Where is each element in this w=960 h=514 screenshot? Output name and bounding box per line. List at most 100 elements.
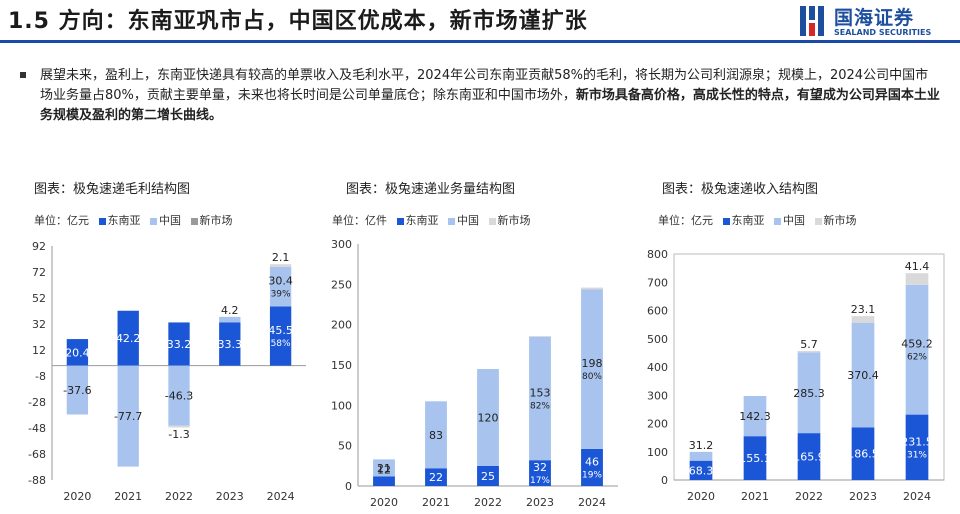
chart-3-legend: 单位：亿元 东南亚 中国 新市场 <box>658 212 857 228</box>
legend-swatch-china-icon <box>150 217 157 225</box>
y-tick-label: -48 <box>28 422 46 435</box>
bar-sea <box>797 433 821 480</box>
revenue-chart: 800 700 600 500 400 300 200 100 0 68.3 31.2 2020 155… <box>647 248 945 503</box>
value-label-sea: 165.9 <box>793 451 825 464</box>
chart-3-unit: 单位：亿元 <box>658 214 713 227</box>
value-label-sea: 33.3 <box>218 338 243 351</box>
x-tick-label: 2021 <box>114 490 142 503</box>
gross-profit-chart: 92 72 52 32 12 -8 -28 -48 -68 -88 20.4 -37.6 2020 42.… <box>28 240 306 503</box>
summary-bullet: 展望未来，盈利上，东南亚快递具有较高的单票收入及毛利水平，2024年公司东南亚贡… <box>20 66 940 126</box>
value-label-sea: 25 <box>481 470 495 483</box>
bar-china <box>529 336 551 461</box>
legend-new: 新市场 <box>497 214 531 227</box>
legend-sea: 东南亚 <box>405 214 439 227</box>
y-tick-label: 12 <box>32 344 46 357</box>
x-tick-label: 2023 <box>849 490 877 503</box>
logo-text-cn: 国海证券 <box>834 7 915 29</box>
legend-new: 新市场 <box>823 214 857 227</box>
legend-china: 中国 <box>457 214 479 227</box>
bar-sea <box>373 476 395 486</box>
share-label-sea: 31% <box>907 450 927 460</box>
bar-china <box>743 395 767 437</box>
y-tick-label: 100 <box>647 446 668 459</box>
value-label-sea: 68.3 <box>689 464 714 477</box>
share-label-china: 80% <box>582 372 602 382</box>
y-tick-label: 150 <box>331 359 352 372</box>
bar-new <box>168 425 190 428</box>
value-label-sea: 20.4 <box>65 346 90 359</box>
bar-sea <box>425 468 447 486</box>
bar-new <box>529 335 551 337</box>
bullet-text-normal: 展望未来，盈利上，东南亚快递具有较高的单票收入及毛利水平，2024年公司东南亚贡… <box>40 68 929 103</box>
share-label-china: 62% <box>907 353 927 363</box>
value-label-china: 30.4 <box>268 275 293 288</box>
y-tick-label: 300 <box>647 389 668 402</box>
legend-swatch-china-icon <box>448 217 455 225</box>
legend-sea: 东南亚 <box>731 214 765 227</box>
bar-sea <box>529 460 551 486</box>
value-label-sea: 155.1 <box>739 452 771 465</box>
y-tick-label: 250 <box>331 278 352 291</box>
legend-sea: 东南亚 <box>107 214 141 227</box>
bar-sea <box>117 310 139 366</box>
y-tick-label: 300 <box>331 238 352 251</box>
value-label-china: -77.7 <box>114 410 142 423</box>
value-label-china: -37.6 <box>63 384 91 397</box>
bullet-text-bold: 新市场具备高价格，高成长性的特点，有望成为公司异国本土业务规模及盈利的第二增长曲… <box>40 88 940 123</box>
chart-2-legend: 单位：亿件 东南亚 中国 新市场 <box>332 212 531 228</box>
value-label-new: 41.4 <box>905 260 930 273</box>
chart-3-caption: 图表：极兔速递收入结构图 <box>662 182 819 197</box>
page-title: 1.5 方向：东南亚巩市占，中国区优成本，新市场谨扩张 <box>8 9 588 34</box>
bar-china <box>168 365 190 426</box>
y-tick-label: 100 <box>331 399 352 412</box>
brand-logo: 国海证券 SEALAND SECURITIES <box>798 2 948 40</box>
chart-2-caption: 图表：极兔速递业务量结构图 <box>346 182 516 197</box>
bar-sea <box>689 460 713 480</box>
y-tick-label: 52 <box>32 292 46 305</box>
y-tick-label: -8 <box>35 370 46 383</box>
legend-swatch-china-icon <box>774 217 781 225</box>
bar-sea <box>743 436 767 480</box>
value-label-sea: 186.5 <box>847 448 879 461</box>
bar-sea <box>66 339 89 366</box>
value-label-china: 120 <box>478 411 499 424</box>
y-tick-label: -28 <box>28 396 46 409</box>
x-tick-label: 2024 <box>267 490 295 503</box>
y-tick-label: -88 <box>28 474 46 487</box>
legend-swatch-sea-icon <box>722 217 730 225</box>
share-label-sea: 19% <box>582 470 602 480</box>
bar-china <box>581 289 603 449</box>
value-label-china: 4.2 <box>221 304 239 317</box>
chart-2-unit: 单位：亿件 <box>332 214 387 227</box>
bar-new <box>797 350 821 353</box>
value-label-sea: 231.5 <box>901 435 933 448</box>
y-tick-label: 500 <box>647 333 668 346</box>
value-label-china: 83 <box>429 429 443 442</box>
value-label-china: 142.3 <box>739 410 771 423</box>
value-label-china: 21 <box>377 462 391 475</box>
bullet-square-icon <box>20 72 26 78</box>
x-tick-label: 2023 <box>216 490 244 503</box>
value-label-sea: 32 <box>533 461 547 474</box>
y-tick-label: 72 <box>32 266 46 279</box>
bar-china <box>689 451 713 461</box>
value-label-sea: 22 <box>429 471 443 484</box>
x-tick-label: 2024 <box>578 496 606 506</box>
y-tick-label: 800 <box>647 248 668 261</box>
bar-china <box>477 369 499 466</box>
legend-swatch-new-icon <box>488 217 496 225</box>
value-label-new: 2.1 <box>272 251 290 264</box>
bar-new <box>851 316 875 323</box>
bar-sea <box>905 414 929 480</box>
value-label-sea: 33.2 <box>167 338 192 351</box>
bar-china <box>219 316 241 323</box>
share-label-sea: 58% <box>271 339 291 349</box>
x-tick-label: 2022 <box>165 490 193 503</box>
bar-china <box>269 266 292 307</box>
x-tick-label: 2020 <box>63 490 91 503</box>
value-label-china: 31.2 <box>689 439 714 452</box>
bar-new <box>581 287 603 290</box>
y-tick-label: 600 <box>647 305 668 318</box>
x-tick-label: 2020 <box>370 496 398 506</box>
